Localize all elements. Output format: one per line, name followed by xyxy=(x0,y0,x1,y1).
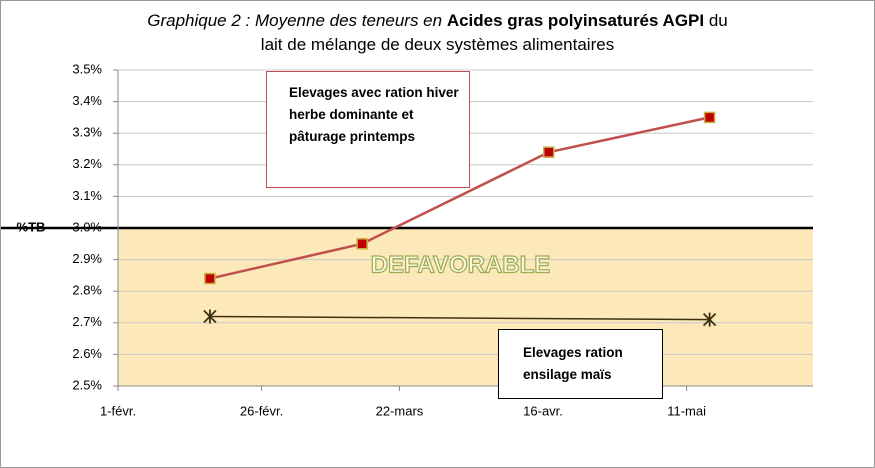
series-line xyxy=(209,315,710,321)
y-tick-label: 3.1% xyxy=(72,188,102,203)
marker xyxy=(203,309,217,324)
y-tick-label: 3.4% xyxy=(72,93,102,108)
series-label: Elevages avec ration hiver herbe dominan… xyxy=(266,71,470,188)
y-tick-label: 2.6% xyxy=(72,346,102,361)
x-tick-label: 1-févr. xyxy=(100,403,136,418)
y-tick-label: 3.5% xyxy=(72,61,102,76)
x-tick-label: 22-mars xyxy=(376,403,424,418)
y-tick-label: 3.2% xyxy=(72,156,102,171)
y-tick-label: 2.5% xyxy=(72,377,102,392)
x-tick-label: 11-mai xyxy=(667,403,706,418)
zone-label: DEFAVORABLE xyxy=(371,251,551,278)
title-part: Graphique 2 : Moyenne des teneurs en xyxy=(147,11,447,30)
marker xyxy=(543,146,555,158)
title-part: Acides gras polyinsaturés AGPI xyxy=(446,11,705,30)
x-tick-label: 26-févr. xyxy=(240,403,283,418)
title-part: du xyxy=(704,11,728,30)
y-tick-label: 3.3% xyxy=(72,125,102,140)
marker xyxy=(702,312,717,327)
marker xyxy=(703,111,716,124)
x-tick-label: 16-avr. xyxy=(523,403,563,418)
y-tick-label: 2.8% xyxy=(72,283,102,298)
series-label: Elevages ration ensilage maïs xyxy=(498,329,663,399)
title-line: lait de mélange de deux systèmes aliment… xyxy=(260,35,615,54)
marker xyxy=(356,238,368,250)
y-tick-label: 2.7% xyxy=(72,314,102,329)
y-axis-label: %TB xyxy=(17,219,46,234)
series-line xyxy=(209,116,710,280)
y-tick-label: 2.9% xyxy=(72,251,102,266)
chart-title: Graphique 2 : Moyenne des teneurs en Aci… xyxy=(1,9,874,57)
marker xyxy=(204,272,216,285)
zone xyxy=(118,228,813,386)
